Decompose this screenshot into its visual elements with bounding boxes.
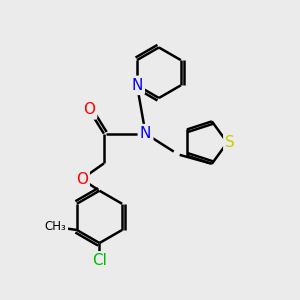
Text: O: O	[83, 102, 95, 117]
Text: S: S	[225, 135, 235, 150]
Text: N: N	[140, 126, 151, 141]
Text: Cl: Cl	[92, 254, 107, 268]
Text: CH₃: CH₃	[44, 220, 66, 233]
Text: O: O	[76, 172, 88, 187]
Text: N: N	[131, 78, 143, 93]
